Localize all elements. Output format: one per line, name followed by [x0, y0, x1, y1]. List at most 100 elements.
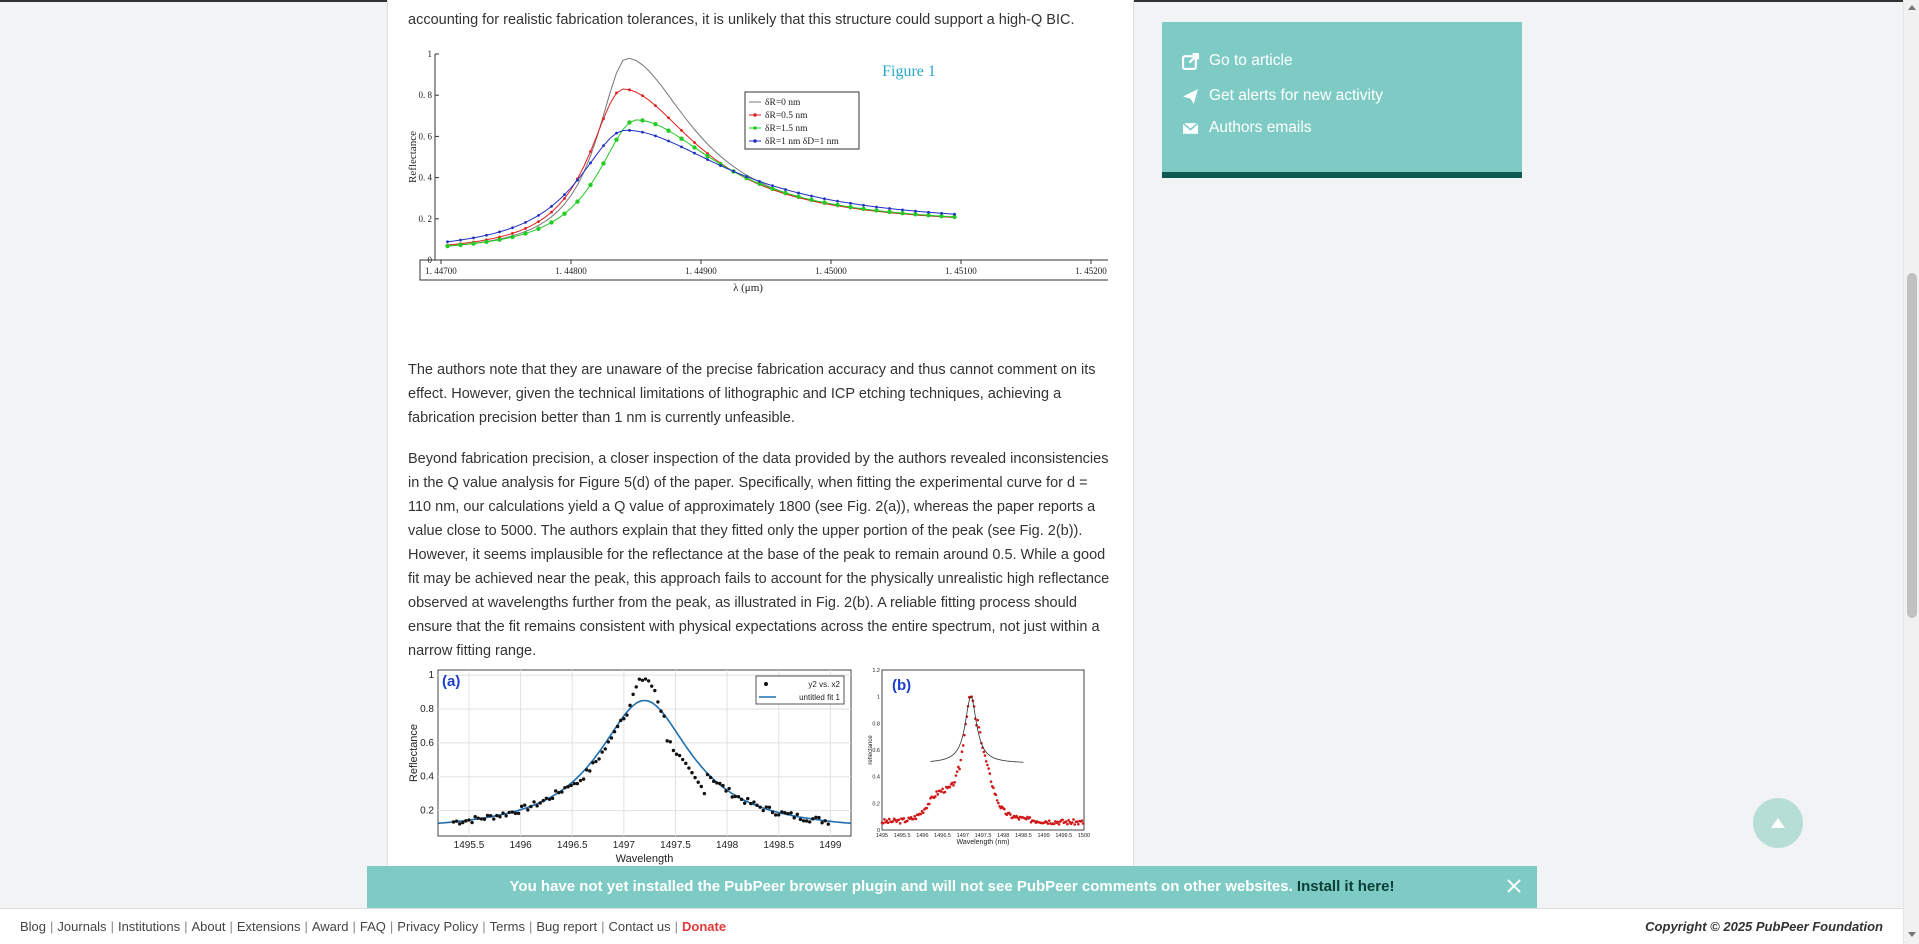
go-to-article-label: Go to article	[1209, 52, 1293, 69]
data-point	[1075, 820, 1079, 824]
data-point	[692, 145, 697, 150]
data-point	[529, 804, 533, 809]
y-tick-label: 0. 4	[419, 173, 433, 183]
footer-link-institutions[interactable]: Institutions	[117, 919, 181, 934]
data-point	[914, 817, 918, 821]
data-point	[665, 739, 669, 743]
data-point	[667, 139, 670, 143]
back-to-top-button[interactable]	[1753, 798, 1803, 848]
y-tick-label: 1	[877, 695, 880, 701]
data-point	[770, 810, 775, 815]
figure-title: Figure 1	[882, 63, 936, 80]
data-point	[952, 214, 957, 220]
data-point	[978, 730, 982, 734]
data-point	[1052, 822, 1056, 826]
data-point	[976, 718, 980, 722]
data-point	[578, 778, 583, 783]
y-axis-label: Reflectance	[408, 724, 420, 782]
footer-separator: |	[184, 919, 188, 934]
data-point	[674, 752, 679, 756]
data-point	[836, 199, 839, 203]
data-point	[535, 804, 539, 808]
y-axis-label: Reflectance	[408, 131, 419, 183]
data-point	[757, 181, 762, 186]
legend-marker	[753, 126, 757, 130]
data-point	[796, 194, 801, 199]
footer-link-faq[interactable]: FAQ	[359, 919, 386, 934]
footer-link-blog[interactable]: Blog	[20, 919, 47, 934]
scroll-up-arrow[interactable]	[1908, 5, 1916, 10]
data-point	[786, 811, 790, 816]
data-point	[927, 210, 930, 214]
copyright: Copyright © 2025 PubPeer Foundation	[1645, 919, 1883, 934]
data-point	[584, 768, 589, 772]
data-point	[615, 724, 620, 729]
data-point	[680, 145, 683, 149]
install-plugin-link[interactable]: Install it here!	[1296, 878, 1395, 895]
data-point	[650, 684, 654, 688]
data-point	[681, 757, 685, 762]
footer-link-donate[interactable]: Donate	[682, 919, 727, 934]
footer-link-extensions[interactable]: Extensions	[236, 919, 301, 934]
footer-link-contact-us[interactable]: Contact us	[608, 919, 671, 934]
data-point	[988, 772, 992, 775]
data-point	[693, 141, 696, 144]
data-point	[589, 150, 592, 153]
data-point	[862, 203, 865, 207]
footer-link-award[interactable]: Award	[311, 919, 349, 934]
close-icon[interactable]	[1505, 877, 1523, 895]
y-tick-label: 0. 6	[419, 131, 433, 141]
scrollbar[interactable]	[1903, 0, 1919, 943]
footer-link-privacy-policy[interactable]: Privacy Policy	[397, 919, 479, 934]
data-point	[589, 161, 592, 165]
data-point	[495, 813, 499, 818]
y-tick-label: 0.8	[420, 704, 434, 715]
footer-link-terms[interactable]: Terms	[489, 919, 525, 934]
go-to-article-link[interactable]: Go to article	[1182, 52, 1293, 70]
data-point	[706, 158, 709, 161]
data-point	[476, 816, 480, 820]
x-tick-label: 1499	[819, 840, 842, 851]
data-point	[955, 770, 959, 773]
footer-link-journals[interactable]: Journals	[57, 919, 107, 934]
data-point	[970, 695, 973, 699]
data-point	[511, 226, 514, 230]
footer-links: Blog | Journals | Institutions | About | Extensi…	[20, 909, 726, 944]
data-point	[961, 744, 965, 747]
footer-separator: |	[528, 919, 533, 934]
legend-label: δR=0.5 nm	[765, 111, 808, 121]
article-paragraph-1: The authors note that they are unaware o…	[408, 362, 1096, 426]
footer-separator: |	[389, 919, 394, 934]
data-point	[767, 805, 772, 810]
data-point	[516, 811, 521, 816]
data-point	[523, 231, 528, 236]
data-point	[550, 210, 553, 214]
x-tick-label: 1500	[1078, 833, 1090, 839]
data-point	[550, 204, 553, 208]
data-point	[888, 207, 891, 210]
authors-emails-link[interactable]: Authors emails	[1182, 119, 1312, 137]
data-point	[783, 811, 787, 815]
get-alerts-label: Get alerts for new activity	[1209, 87, 1384, 104]
data-point	[994, 793, 998, 797]
data-point	[1080, 819, 1084, 822]
data-point	[1046, 822, 1050, 825]
data-point	[699, 784, 703, 789]
scroll-down-arrow[interactable]	[1908, 932, 1916, 937]
footer-link-bug-report[interactable]: Bug report	[536, 919, 598, 934]
get-alerts-link[interactable]: Get alerts for new activity	[1182, 87, 1383, 105]
y-tick-label: 0. 2	[419, 214, 433, 224]
scroll-thumb[interactable]	[1907, 273, 1917, 618]
data-point	[901, 208, 904, 212]
data-point	[758, 805, 762, 809]
data-point	[913, 212, 918, 217]
data-point	[622, 716, 626, 721]
footer-link-about[interactable]: About	[191, 919, 226, 934]
data-point	[485, 813, 490, 818]
data-point	[653, 121, 658, 127]
data-point	[459, 238, 462, 242]
data-point	[640, 118, 645, 123]
data-point	[811, 817, 815, 821]
y-axis-label: reflectance	[868, 735, 874, 765]
fit-curve	[930, 696, 1024, 763]
